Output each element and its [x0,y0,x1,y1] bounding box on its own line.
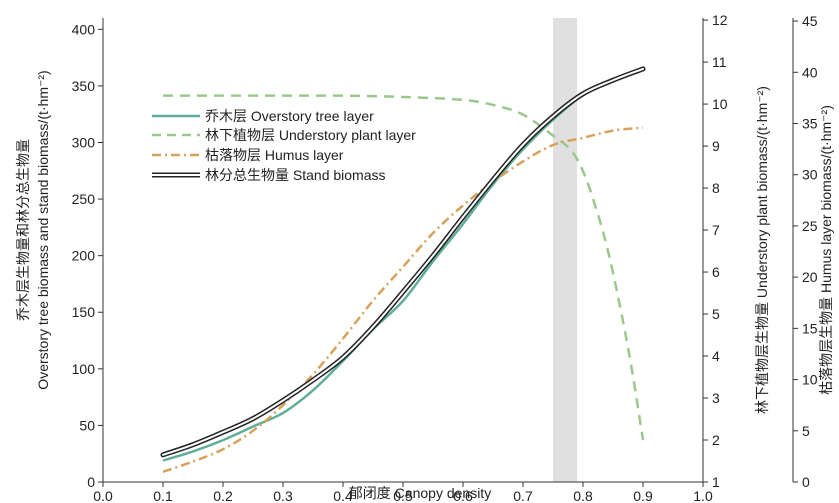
x-tick-label: 0.0 [93,488,113,503]
x-tick-label: 0.3 [273,488,293,503]
right-y-2-tick-label: 0 [802,474,810,490]
right-y-axis-2-title: 枯落物层生物量 Humus layer biomass/(t·hm⁻²) [818,105,834,395]
right-y-1-tick-label: 3 [712,390,720,406]
legend-label-understory: 林下植物层 Understory plant layer [205,127,416,143]
legend-label-overstory: 乔木层 Overstory tree layer [205,108,374,124]
left-y-tick-label: 300 [72,134,96,150]
right-y-2-tick-label: 45 [802,13,818,29]
right-y-1-tick-label: 12 [712,12,728,28]
x-tick-label: 0.1 [153,488,173,503]
left-y-tick-label: 400 [72,21,96,37]
left-y-tick-label: 50 [79,417,95,433]
x-tick-label: 0.7 [513,488,533,503]
right-y-axis-1-title: 林下植物层生物量 Understory plant biomass/(t·hm⁻… [754,86,770,414]
left-y-axis-title-en: Overstory tree biomass and stand biomass… [35,70,51,389]
left-y-axis-title-cn: 乔木层生物量和林分总生物量 [15,139,31,321]
left-y-tick-label: 250 [72,191,96,207]
x-axis-title: 郁闭度 Canopy density [349,485,491,501]
right-y-1-tick-label: 11 [712,54,727,70]
left-y-tick-label: 200 [72,248,96,264]
x-tick-label: 0.6 [453,488,473,503]
right-y-2-tick-label: 35 [802,116,818,132]
right-y-2-tick-label: 25 [802,218,818,234]
right-y-1-tick-label: 6 [712,264,720,280]
shaded-band [553,18,577,482]
right-y-2-tick-label: 40 [802,64,818,80]
right-y-2-tick-label: 5 [802,423,810,439]
series-stand-line [162,67,644,456]
x-tick-label: 0.8 [573,488,593,503]
series-layer [160,66,646,473]
legend-label-humus: 枯落物层 Humus layer [205,147,344,163]
left-y-tick-label: 150 [72,304,96,320]
right-y-1-tick-label: 7 [712,222,720,238]
series-understory-line [162,94,645,441]
right-y-2-tick-label: 20 [802,269,818,285]
x-tick-label: 0.9 [633,488,653,503]
legend: 乔木层 Overstory tree layer 林下植物层 Understor… [152,108,416,183]
right-y-1-tick-label: 8 [712,180,720,196]
right-y-1-tick-label: 2 [712,432,720,448]
x-tick-label: 0.2 [213,488,233,503]
right-y-2-tick-label: 30 [802,167,818,183]
left-y-tick-label: 100 [72,361,96,377]
x-tick-label: 0.4 [333,488,353,503]
x-tick-label: 1.0 [693,488,713,503]
right-y-1-tick-label: 10 [712,96,728,112]
right-y-1-tick-label: 1 [712,474,720,490]
legend-label-stand: 林分总生物量 Stand biomass [205,167,386,183]
right-y-1-tick-label: 5 [712,306,720,322]
right-y-1-tick-label: 4 [712,348,720,364]
x-tick-label: 0.5 [393,488,413,503]
left-y-tick-label: 0 [87,474,95,490]
ticks-layer: 0.0 0.1 0.2 0.3 0.4 0.5 0.6 0.7 0.8 0.9 1.00501001… [72,12,818,503]
right-y-2-tick-label: 10 [802,372,818,388]
right-y-1-tick-label: 9 [712,138,720,154]
left-y-tick-label: 350 [72,78,96,94]
right-y-2-tick-label: 15 [802,320,818,336]
